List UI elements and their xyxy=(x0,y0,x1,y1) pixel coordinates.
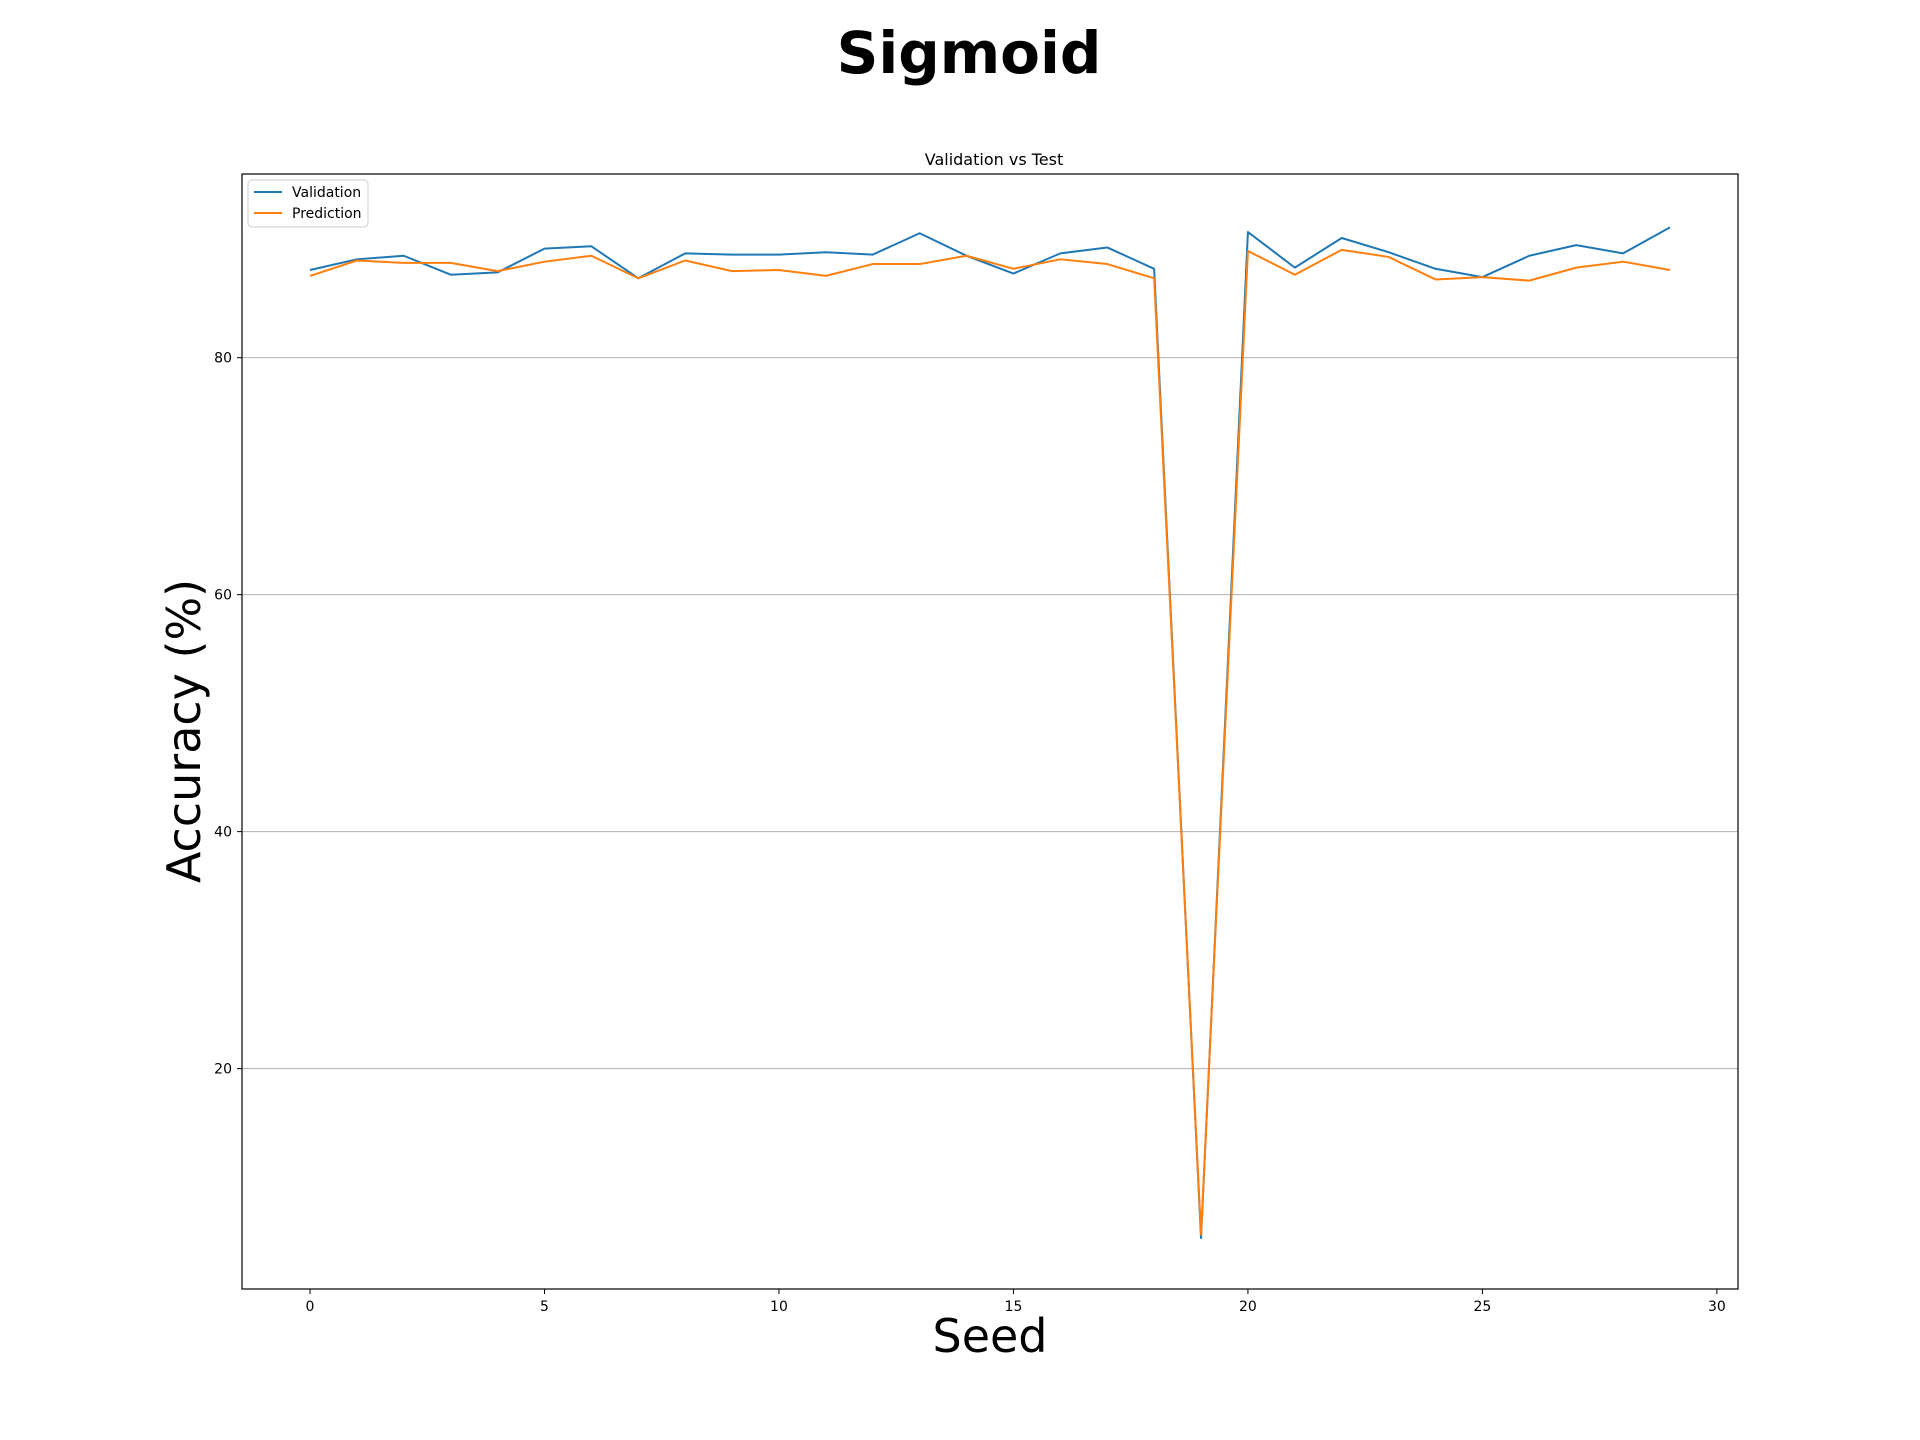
x-tick-label: 25 xyxy=(1473,1299,1491,1315)
y-tick-label: 60 xyxy=(214,588,232,604)
legend-label-prediction: Prediction xyxy=(292,206,362,222)
y-axis-label: Accuracy (%) xyxy=(157,579,211,883)
figure-suptitle: Sigmoid xyxy=(837,19,1102,87)
x-tick-label: 30 xyxy=(1708,1299,1726,1315)
grid-lines xyxy=(242,357,1738,1070)
chart-title: Validation vs Test xyxy=(925,150,1064,169)
x-axis-ticks: 0 5 10 15 20 25 30 xyxy=(306,1289,1726,1315)
x-axis-label: Seed xyxy=(933,1309,1048,1363)
x-tick-label: 10 xyxy=(770,1299,788,1315)
plot-area-frame xyxy=(241,173,1739,1290)
x-tick-label: 15 xyxy=(1005,1299,1023,1315)
legend: Validation Prediction xyxy=(247,179,369,228)
y-axis-ticks: 20 40 60 80 xyxy=(214,351,242,1078)
y-tick-label: 20 xyxy=(214,1062,232,1078)
y-tick-label: 80 xyxy=(214,351,232,367)
x-tick-label: 20 xyxy=(1239,1299,1257,1315)
series-line-validation xyxy=(309,226,1671,1240)
series-lines xyxy=(309,226,1671,1240)
legend-label-validation: Validation xyxy=(292,185,361,201)
y-tick-label: 40 xyxy=(214,825,232,841)
x-tick-label: 0 xyxy=(306,1299,315,1315)
x-tick-label: 5 xyxy=(540,1299,549,1315)
series-line-prediction xyxy=(309,248,1671,1236)
